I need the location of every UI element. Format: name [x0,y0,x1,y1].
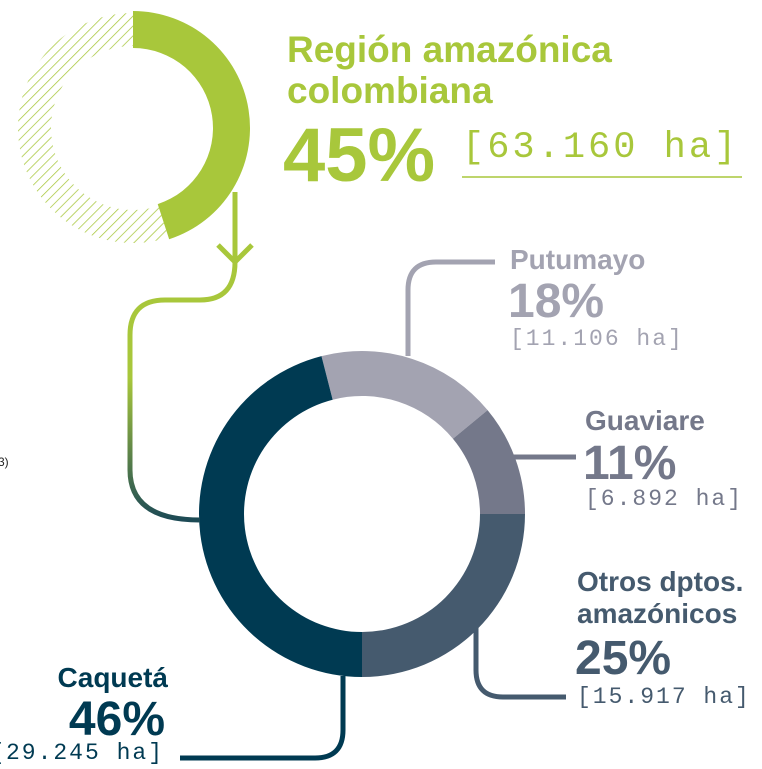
donut-segment [362,514,525,677]
donut-segment [133,11,251,240]
category: Otros dptos. amazónicos [577,566,744,630]
category: Guaviare [585,405,705,436]
note: 3) [0,455,9,469]
donut-segment [199,356,362,677]
category: Caquetá [57,662,168,693]
area: [15.917 ha] [577,684,751,710]
area: [29.245 ha] [0,740,164,766]
percent: 18% [508,275,605,328]
percent: 45% [283,113,436,198]
donut-segment [452,410,525,514]
marks [18,11,525,677]
donut-segment [321,351,488,439]
percent: 11% [583,437,677,490]
connector [127,261,238,523]
donut-remainder [18,13,169,243]
percent: 25% [575,632,672,685]
area: [63.160 ha] [462,127,740,169]
area: [11.106 ha] [510,326,684,352]
area: [6.892 ha] [585,486,744,512]
category: Putumayo [510,244,646,275]
title: Región amazónica colombiana [287,29,612,111]
leader [180,676,346,761]
leader [405,259,495,356]
leader [473,622,566,700]
percent: 46% [68,693,165,746]
